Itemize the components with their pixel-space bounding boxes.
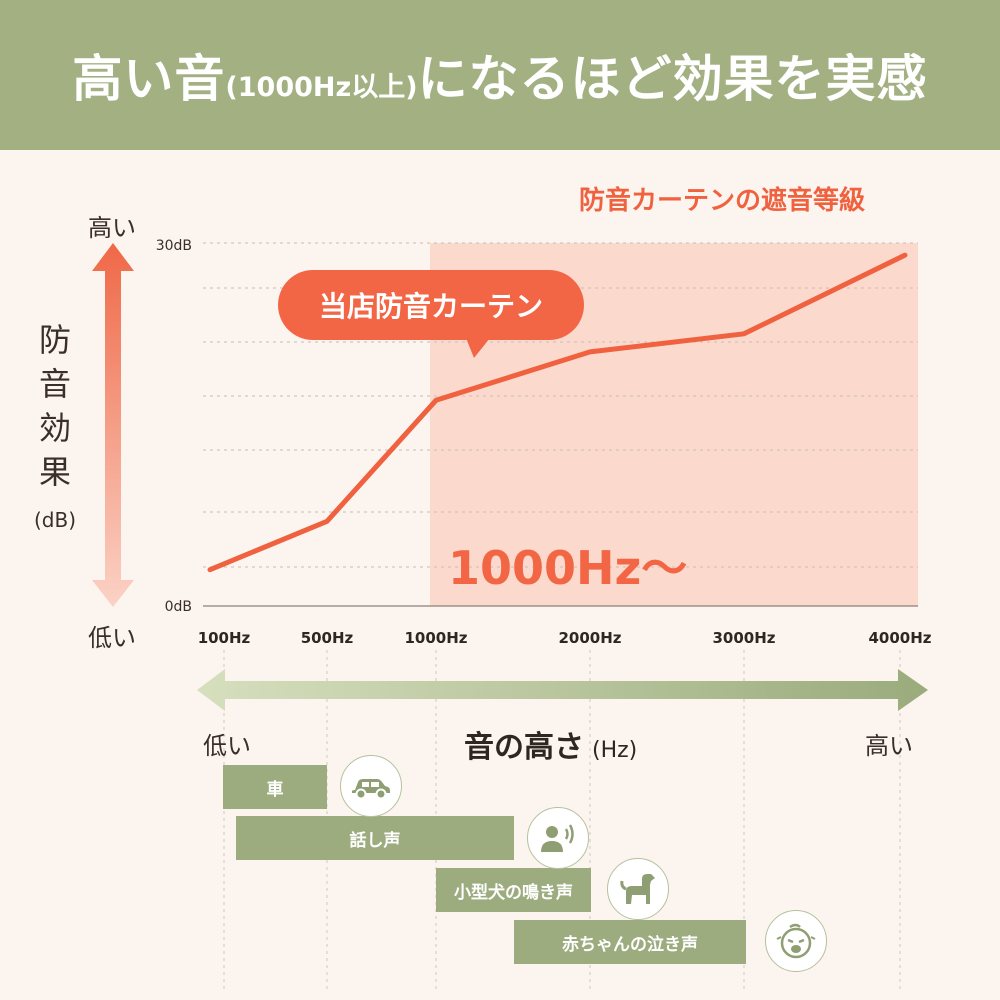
y-tick-label: 0dB (165, 599, 192, 615)
highlight-range-label: 1000Hz〜 (448, 541, 688, 595)
series-callout: 当店防音カーテン (278, 270, 584, 340)
header-banner: 高い音(1000Hz以上)になるほど効果を実感 (0, 0, 1000, 150)
y-low-label: 低い (88, 624, 136, 652)
callout-tail (466, 338, 490, 358)
x-low-label: 低い (203, 732, 251, 760)
title-sub: (1000Hz以上) (225, 72, 418, 103)
y-axis-arrow (92, 243, 134, 607)
title-main: 高い音 (72, 50, 226, 108)
x-high-label: 高い (865, 732, 913, 760)
legend-tag: 防音カーテンの遮音等級 (579, 186, 866, 216)
y-high-label: 高い (88, 214, 136, 242)
page-title: 高い音(1000Hz以上)になるほど効果を実感 (72, 39, 927, 111)
y-tick-label: 30dB (156, 238, 192, 254)
dog-icon (607, 858, 669, 920)
x-tick-label: 100Hz (198, 629, 251, 647)
source-bar-car: 車 (223, 765, 327, 809)
x-tick-label: 4000Hz (868, 629, 931, 647)
crying-baby-icon (765, 910, 827, 972)
x-axis-title: 音の高さ (Hz) (464, 722, 637, 766)
x-tick-label: 2000Hz (558, 629, 621, 647)
x-tick-label: 3000Hz (712, 629, 775, 647)
x-tick-label: 500Hz (301, 629, 354, 647)
speaking-person-icon (527, 807, 589, 869)
x-title-text: 音の高さ (464, 730, 584, 765)
car-icon (340, 755, 402, 817)
x-axis-arrow (197, 669, 928, 711)
y-title-text: 防音効果 (38, 321, 71, 491)
series-line (207, 252, 908, 573)
x-unit: (Hz) (592, 738, 638, 763)
source-bar-baby: 赤ちゃんの泣き声 (514, 920, 746, 964)
y-axis-title: 防音効果 (dB) (30, 318, 80, 534)
source-bar-small-dog: 小型犬の鳴き声 (436, 868, 591, 912)
y-unit: (dB) (33, 508, 77, 532)
title-end: になるほど効果を実感 (417, 50, 928, 108)
x-tick-label: 1000Hz (404, 629, 467, 647)
source-bar-speech: 話し声 (236, 816, 514, 860)
